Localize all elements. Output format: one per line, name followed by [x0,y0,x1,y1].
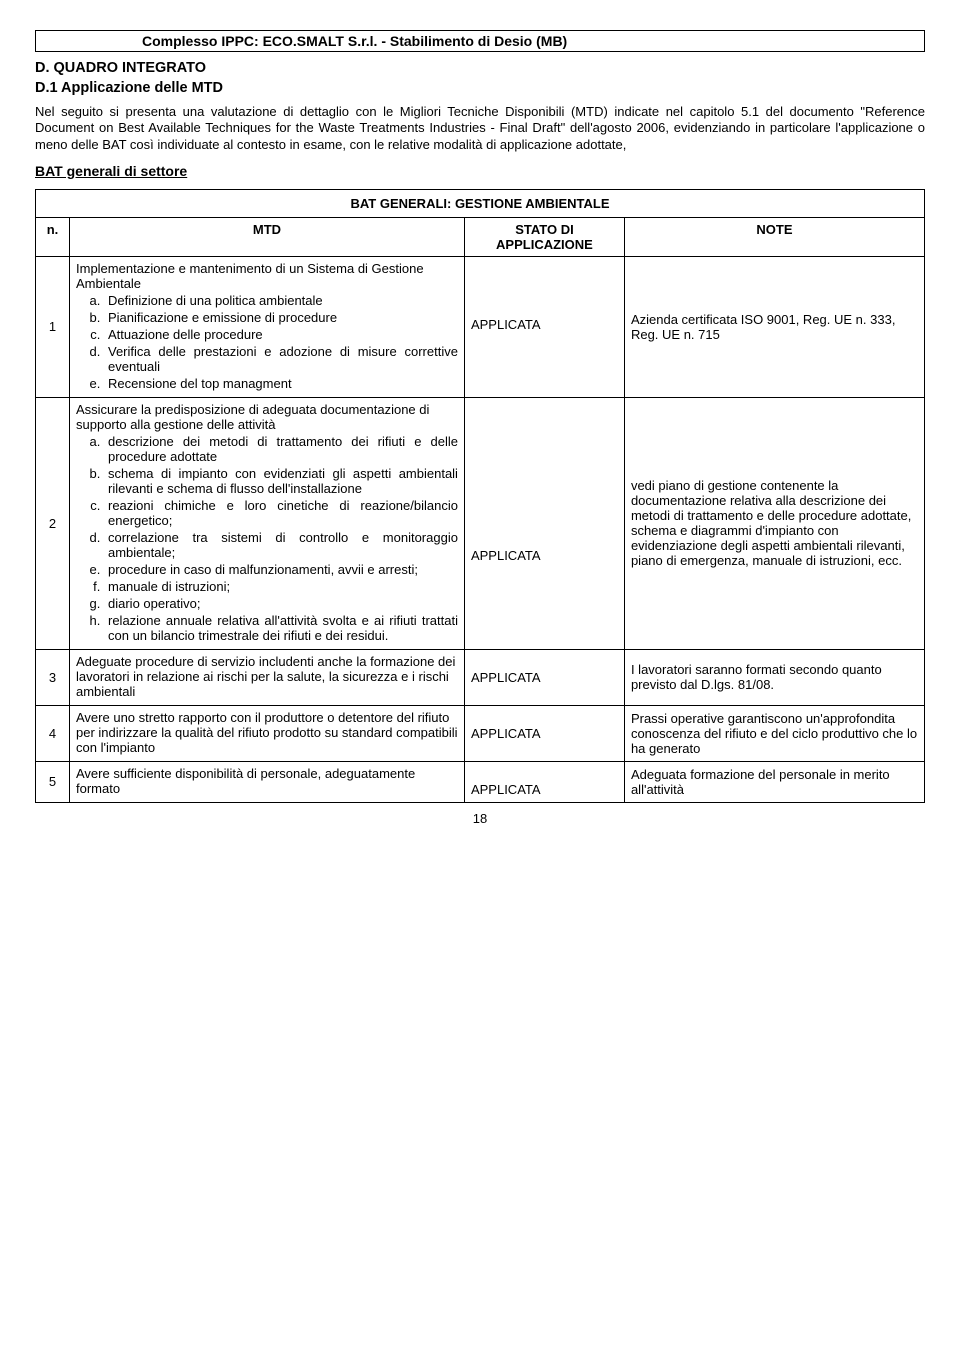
header-title: Complesso IPPC: ECO.SMALT S.r.l. - Stabi… [142,33,567,49]
bat-table: BAT GENERALI: GESTIONE AMBIENTALE n. MTD… [35,189,925,803]
table-header-row: n. MTD STATO DI APPLICAZIONE NOTE [36,217,925,256]
page-number: 18 [35,811,925,826]
row-number: 3 [36,649,70,705]
status-cell: APPLICATA [464,256,624,397]
mtd-list-item: Pianificazione e emissione di procedure [104,310,458,325]
mtd-list-item: manuale di istruzioni; [104,579,458,594]
mtd-list-item: schema di impianto con evidenziati gli a… [104,466,458,496]
mtd-intro: Adeguate procedure di servizio includent… [76,654,458,699]
table-body: 1Implementazione e mantenimento di un Si… [36,256,925,802]
mtd-list-item: descrizione dei metodi di trattamento de… [104,434,458,464]
mtd-list-item: procedure in caso di malfunzionamenti, a… [104,562,458,577]
mtd-list-item: correlazione tra sistemi di controllo e … [104,530,458,560]
table-caption: BAT GENERALI: GESTIONE AMBIENTALE [36,189,925,217]
mtd-cell: Assicurare la predisposizione di adeguat… [70,397,465,649]
note-cell: I lavoratori saranno formati secondo qua… [624,649,924,705]
mtd-cell: Avere sufficiente disponibilità di perso… [70,761,465,802]
status-cell: APPLICATA [464,761,624,802]
note-cell: Azienda certificata ISO 9001, Reg. UE n.… [624,256,924,397]
mtd-list: Definizione di una politica ambientale Pi… [104,293,458,391]
status-cell: APPLICATA [464,649,624,705]
mtd-list-item: Definizione di una politica ambientale [104,293,458,308]
mtd-intro: Implementazione e mantenimento di un Sis… [76,261,458,291]
mtd-cell: Avere uno stretto rapporto con il produt… [70,705,465,761]
note-cell: Prassi operative garantiscono un'approfo… [624,705,924,761]
mtd-intro: Avere uno stretto rapporto con il produt… [76,710,458,755]
note-cell: Adeguata formazione del personale in mer… [624,761,924,802]
mtd-cell: Adeguate procedure di servizio includent… [70,649,465,705]
table-row: 1Implementazione e mantenimento di un Si… [36,256,925,397]
bat-section-title: BAT generali di settore [35,163,925,179]
col-header-status: STATO DI APPLICAZIONE [464,217,624,256]
table-row: 5Avere sufficiente disponibilità di pers… [36,761,925,802]
mtd-list-item: relazione annuale relativa all'attività … [104,613,458,643]
col-header-n: n. [36,217,70,256]
mtd-intro: Assicurare la predisposizione di adeguat… [76,402,458,432]
col-header-note: NOTE [624,217,924,256]
row-number: 5 [36,761,70,802]
mtd-list-item: reazioni chimiche e loro cinetiche di re… [104,498,458,528]
section-heading: D. QUADRO INTEGRATO [35,60,925,76]
status-cell: APPLICATA [464,705,624,761]
mtd-cell: Implementazione e mantenimento di un Sis… [70,256,465,397]
table-caption-row: BAT GENERALI: GESTIONE AMBIENTALE [36,189,925,217]
row-number: 1 [36,256,70,397]
mtd-intro: Avere sufficiente disponibilità di perso… [76,766,458,796]
mtd-list-item: Verifica delle prestazioni e adozione di… [104,344,458,374]
table-row: 2Assicurare la predisposizione di adegua… [36,397,925,649]
mtd-list-item: Attuazione delle procedure [104,327,458,342]
table-row: 4Avere uno stretto rapporto con il produ… [36,705,925,761]
mtd-list: descrizione dei metodi di trattamento de… [104,434,458,643]
note-cell: vedi piano di gestione contenente la doc… [624,397,924,649]
table-row: 3Adeguate procedure di servizio includen… [36,649,925,705]
subsection-heading: D.1 Applicazione delle MTD [35,80,925,96]
header-box: Complesso IPPC: ECO.SMALT S.r.l. - Stabi… [35,30,925,52]
intro-paragraph: Nel seguito si presenta una valutazione … [35,104,925,153]
row-number: 4 [36,705,70,761]
mtd-list-item: diario operativo; [104,596,458,611]
row-number: 2 [36,397,70,649]
status-cell: APPLICATA [464,397,624,649]
mtd-list-item: Recensione del top managment [104,376,458,391]
col-header-mtd: MTD [70,217,465,256]
